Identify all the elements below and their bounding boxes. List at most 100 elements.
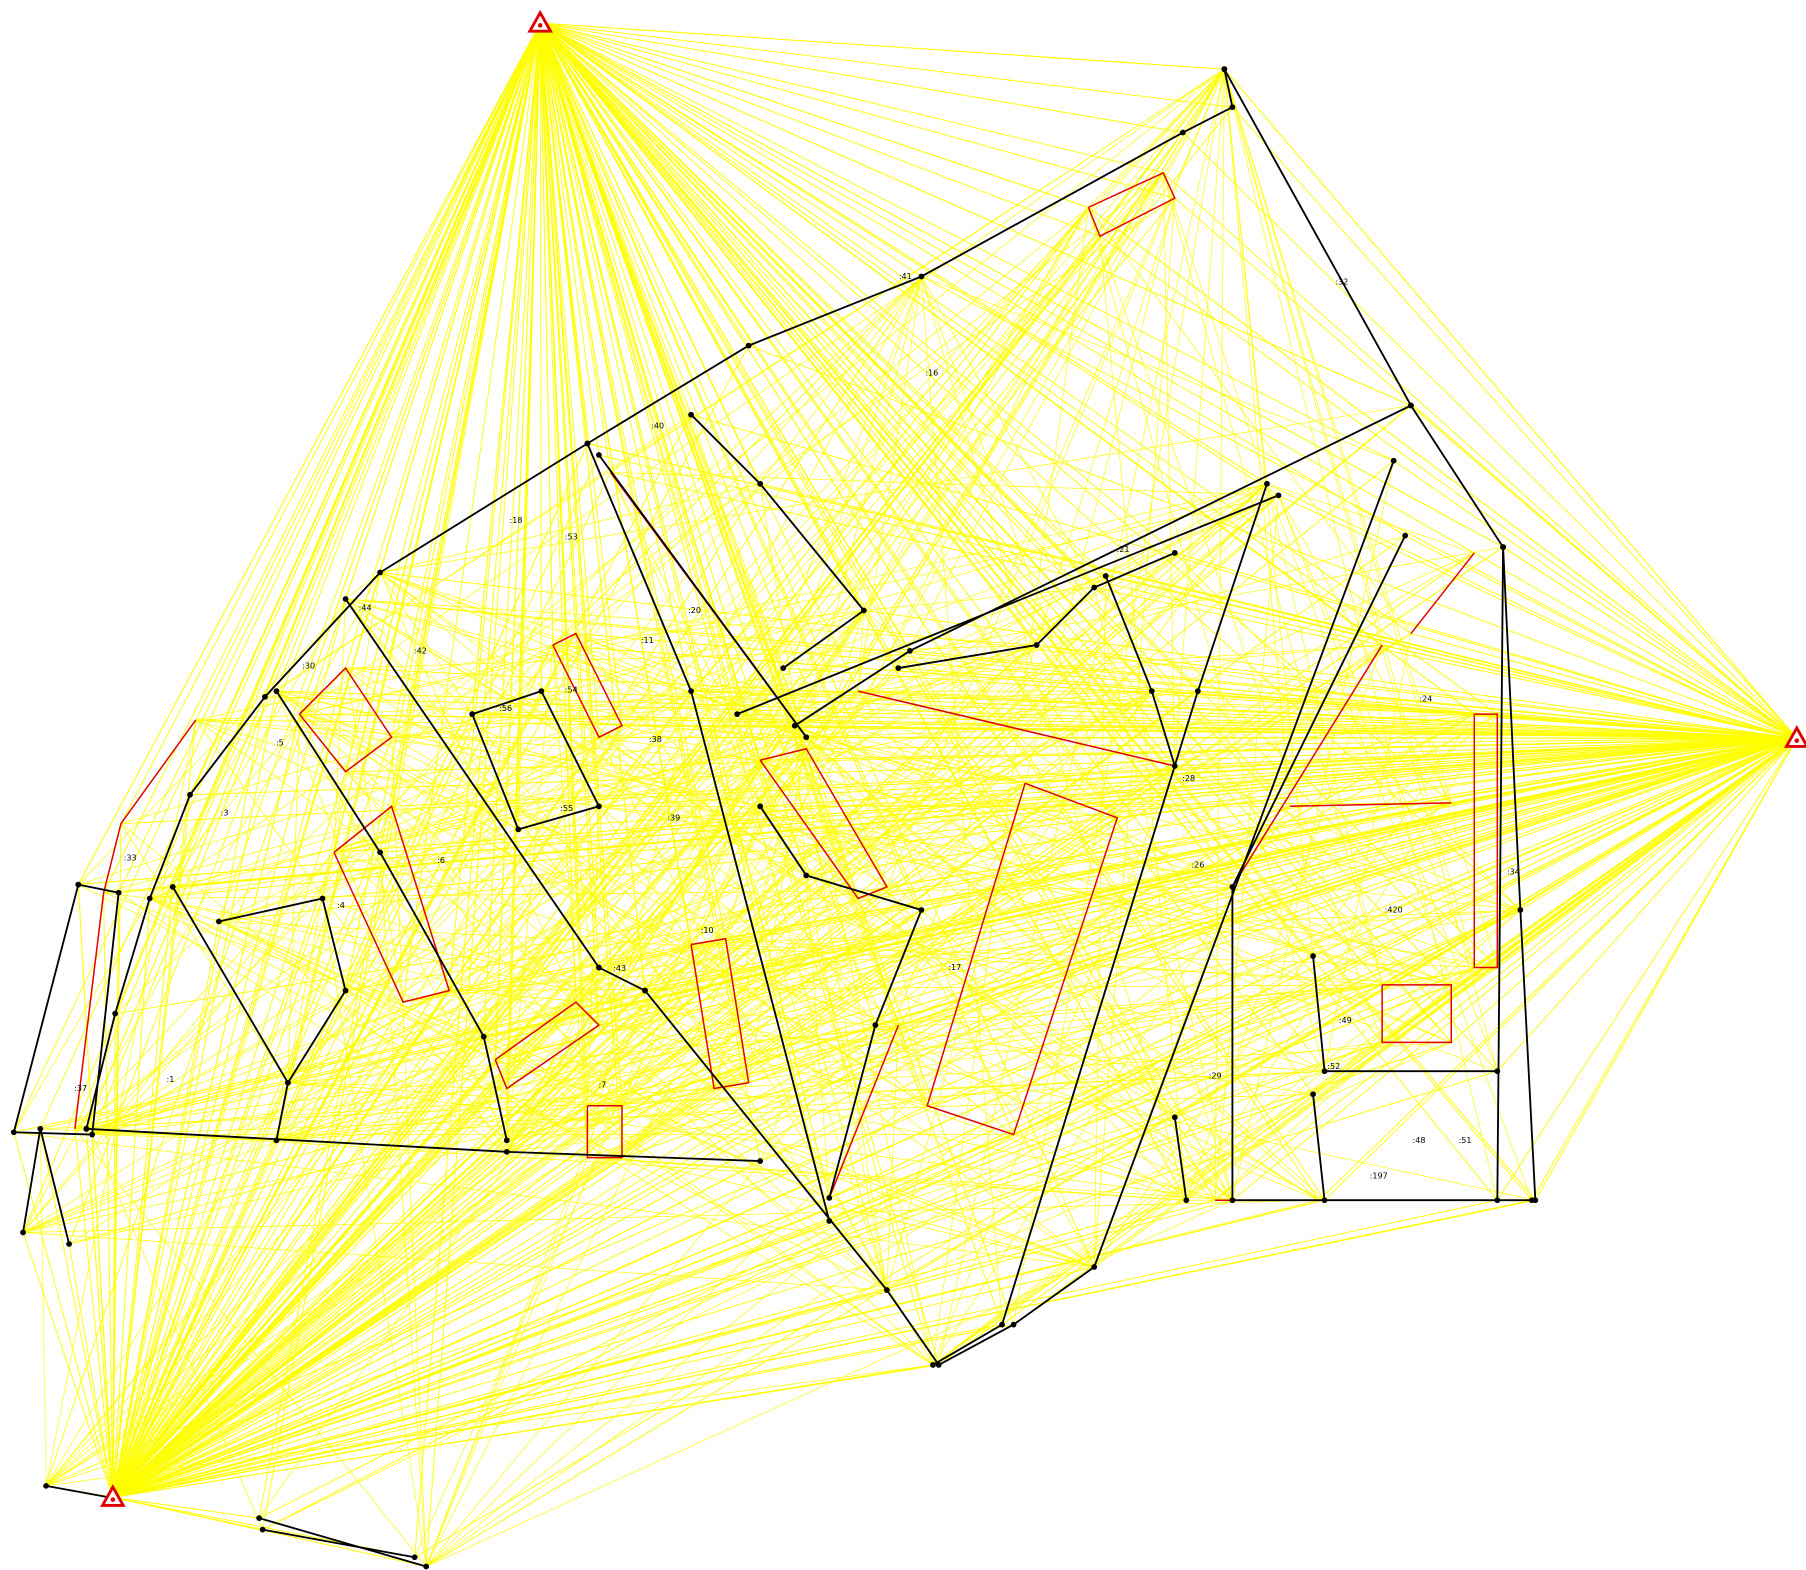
building-outline: [1231, 644, 1383, 888]
sight-line: [898, 1024, 1319, 1201]
sight-line: [1232, 737, 1798, 1201]
sight-line: [506, 207, 1089, 1153]
sight-line: [1013, 737, 1797, 1135]
sight-line: [1278, 495, 1498, 1072]
sight-line: [644, 483, 1268, 991]
sight-line: [1266, 483, 1475, 554]
sight-line: [74, 1042, 1452, 1130]
sight-line: [886, 1042, 1452, 1291]
sight-line: [22, 782, 1026, 1233]
sight-line: [91, 483, 1268, 1135]
survey-point: [642, 987, 648, 994]
survey-point: [1102, 573, 1109, 579]
sight-line: [690, 172, 1164, 945]
sight-line: [103, 892, 114, 1498]
boundary-line: [275, 690, 508, 1141]
sight-line: [552, 645, 600, 1026]
sight-line: [299, 494, 1279, 715]
sight-line: [112, 909, 922, 1498]
sight-line: [45, 737, 1797, 1487]
sight-line: [172, 736, 807, 888]
building-outline: [690, 937, 750, 1090]
sight-line: [74, 737, 1797, 1130]
sight-line: [539, 22, 1003, 1325]
sight-line: [22, 713, 473, 1233]
parcel-label: :51: [1459, 1136, 1472, 1145]
sight-line: [1451, 967, 1475, 986]
survey-point: [860, 607, 867, 614]
sight-line: [539, 22, 1014, 1135]
sight-line: [598, 806, 692, 945]
sight-line: [92, 1134, 277, 1141]
survey-point: [1494, 1068, 1501, 1075]
survey-point: [1494, 1197, 1501, 1204]
survey-point: [1528, 1197, 1535, 1204]
sight-line: [587, 1105, 934, 1366]
sight-line: [540, 22, 1225, 70]
sight-line: [1036, 644, 1233, 888]
sight-line: [112, 1496, 260, 1519]
sight-line: [345, 667, 1095, 1268]
sight-line: [299, 713, 928, 1107]
survey-point: [1229, 104, 1236, 111]
sight-line: [921, 276, 1798, 739]
sight-line: [276, 414, 692, 692]
sight-line: [391, 22, 541, 738]
sight-line: [932, 967, 1498, 1366]
parcel-label: :43: [613, 964, 626, 973]
survey-point: [10, 1129, 17, 1136]
survey-point: [803, 872, 810, 879]
sight-line: [112, 552, 1475, 1498]
parcel-label: :33: [124, 854, 137, 863]
sight-line: [806, 737, 1797, 876]
sight-line: [391, 690, 859, 738]
sight-line: [759, 725, 796, 807]
sight-line: [149, 197, 1176, 899]
sight-line: [610, 472, 928, 1106]
sight-line: [112, 1324, 1014, 1498]
sight-line: [112, 691, 277, 1498]
building-outline: [494, 1001, 601, 1090]
sight-line: [539, 22, 1452, 1043]
sight-line: [575, 633, 1521, 911]
sight-line: [857, 713, 1475, 899]
sight-line: [598, 207, 1089, 1026]
sight-line: [149, 898, 646, 991]
survey-point: [377, 569, 383, 576]
survey-point: [1517, 907, 1524, 913]
sight-line: [539, 22, 1216, 1201]
sight-line: [857, 276, 922, 692]
sight-line: [112, 207, 1089, 1498]
sight-line: [1151, 690, 1452, 1043]
survey-point: [1500, 544, 1506, 551]
sight-line: [541, 690, 1797, 739]
sight-line: [1093, 713, 1475, 1268]
sight-line: [1381, 737, 1798, 986]
sight-line: [112, 921, 220, 1498]
sight-line: [598, 806, 876, 1026]
sight-line: [195, 719, 1325, 1072]
sight-line: [691, 944, 1498, 968]
sight-line: [539, 22, 1233, 1201]
sight-line: [690, 235, 1101, 692]
sight-line: [759, 690, 859, 761]
survey-point: [75, 881, 82, 888]
sight-line: [587, 967, 1498, 1107]
sight-line: [806, 644, 1037, 738]
sight-line: [112, 1105, 588, 1498]
boundary-line: [1231, 535, 1532, 1202]
building-outline: [586, 1105, 623, 1159]
sight-line: [886, 1025, 899, 1291]
survey-point: [1275, 492, 1282, 499]
survey-point: [930, 1362, 936, 1368]
sight-line: [575, 1001, 888, 1291]
sight-line: [345, 598, 1026, 784]
survey-point: [791, 722, 798, 729]
sight-line: [333, 736, 600, 853]
survey-point: [918, 907, 925, 913]
sight-line: [449, 984, 1383, 991]
survey-point: [1148, 688, 1155, 695]
station-marker: [100, 1484, 126, 1507]
survey-point: [319, 895, 326, 902]
sight-line: [875, 765, 1176, 1026]
